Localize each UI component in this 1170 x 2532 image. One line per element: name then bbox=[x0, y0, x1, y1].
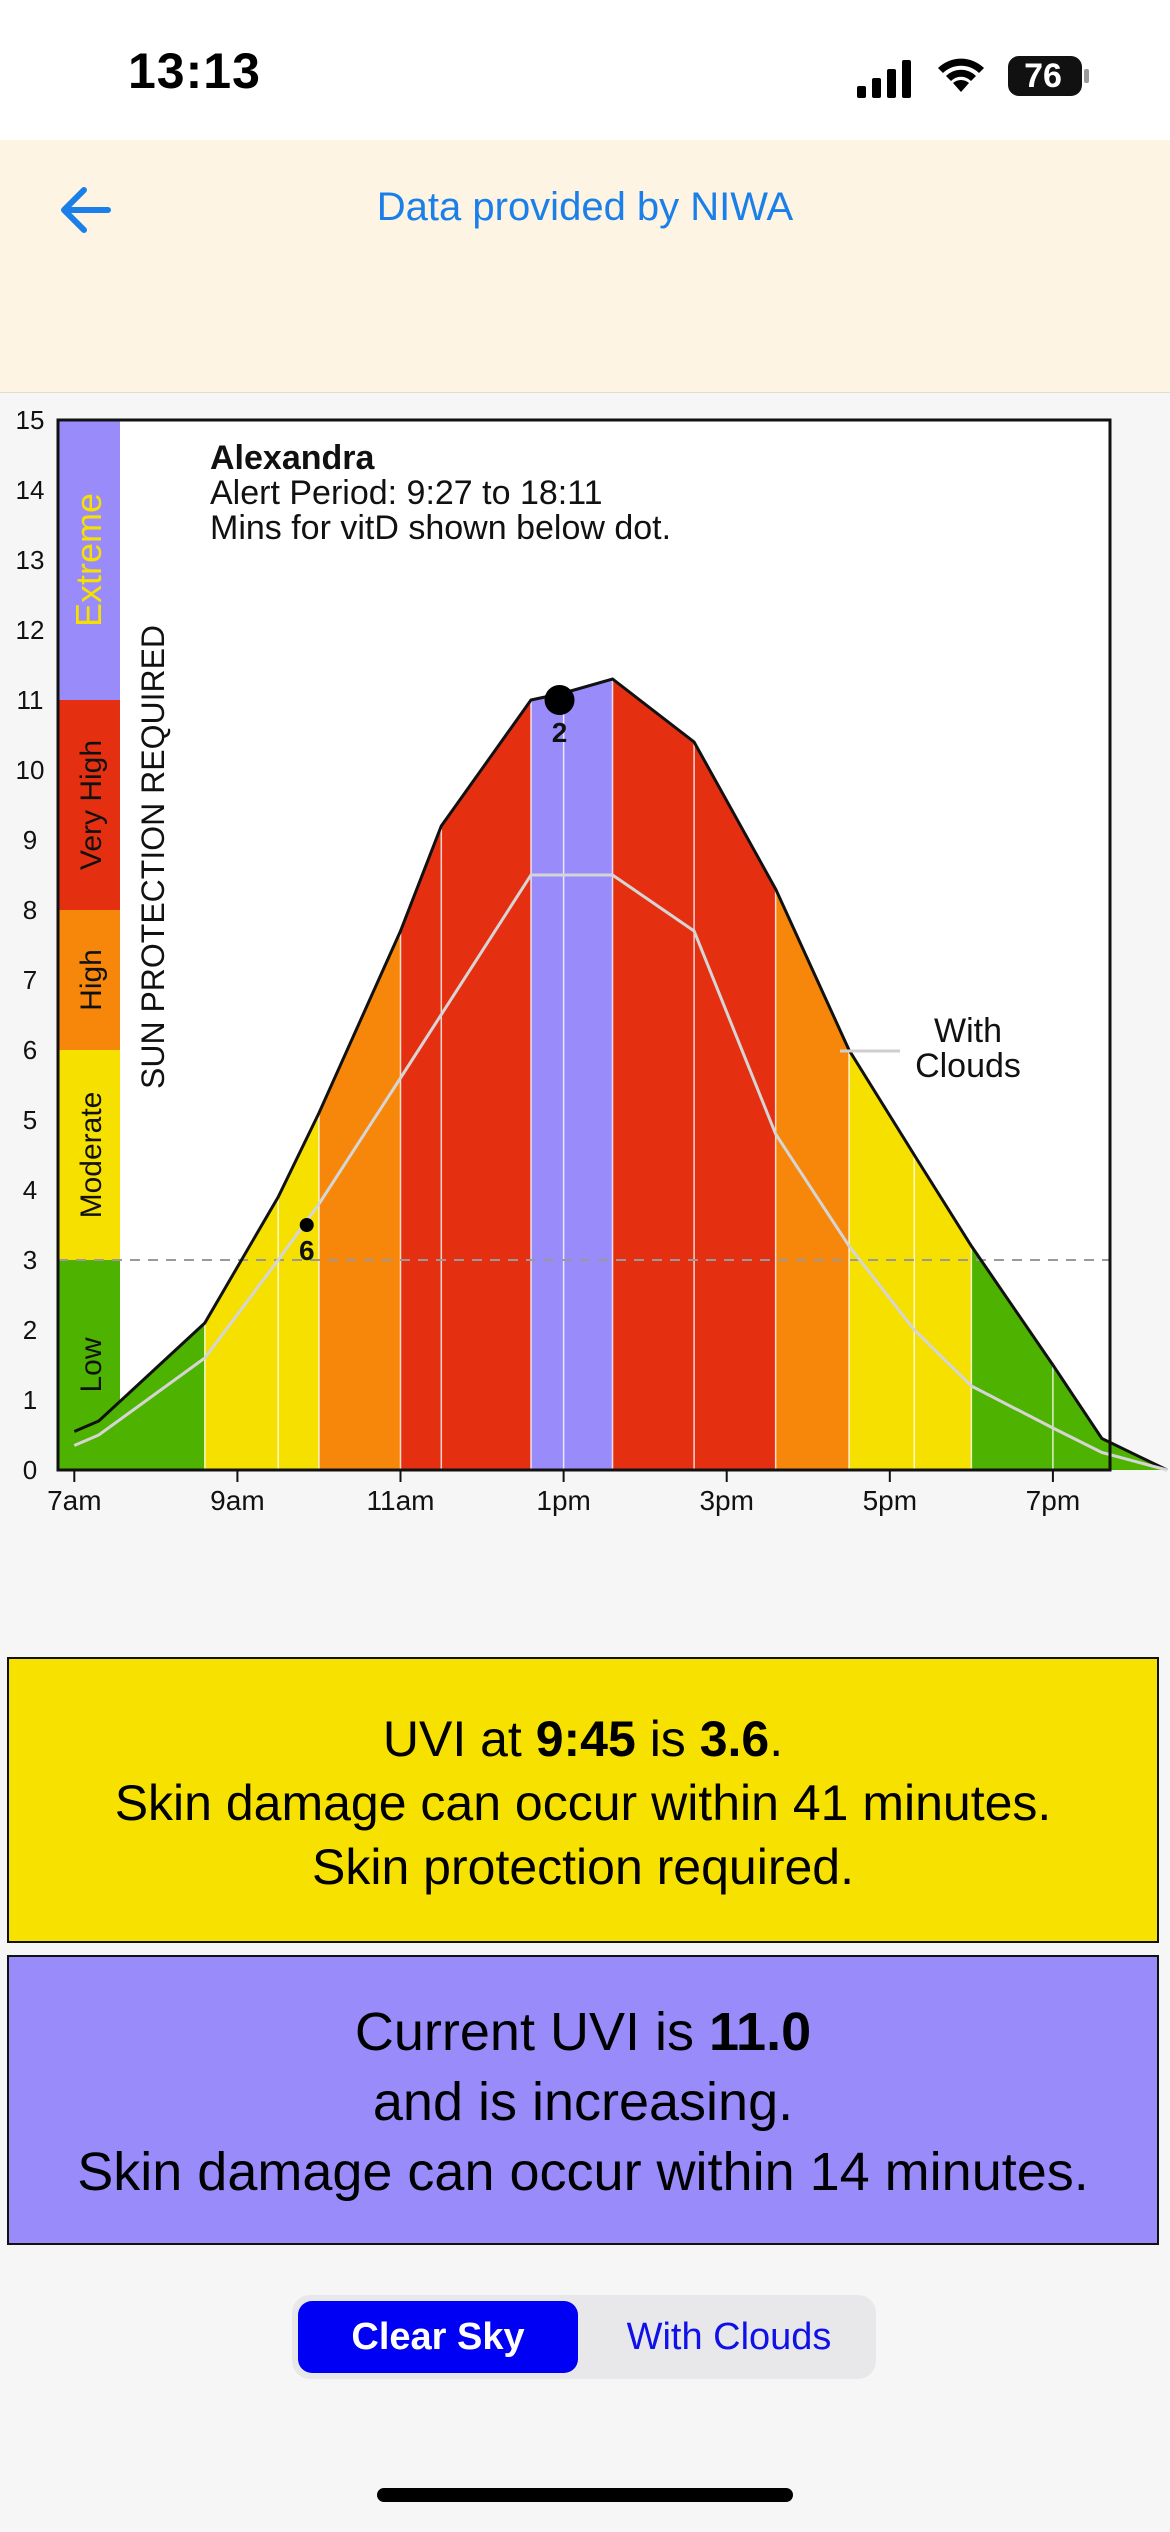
uv-band-label: Very High bbox=[75, 740, 108, 870]
uv-area-segment bbox=[612, 679, 695, 1470]
clear-sky-segment[interactable]: Clear Sky bbox=[298, 2301, 578, 2373]
exposure-line-2: Skin damage can occur within 41 minutes. bbox=[114, 1775, 1052, 1831]
vitd-marker-label: 6 bbox=[299, 1235, 315, 1266]
status-time: 13:13 bbox=[128, 43, 261, 99]
current-line-1: Current UVI is 11.0 bbox=[9, 1997, 1157, 2067]
x-tick-label: 5pm bbox=[863, 1485, 917, 1516]
nav-bar: Data provided by NIWA bbox=[0, 140, 1170, 393]
uv-area-segment bbox=[530, 679, 565, 1470]
y-tick-label: 15 bbox=[16, 405, 45, 435]
uv-band-extreme bbox=[58, 420, 120, 700]
vitd-marker-dot bbox=[544, 685, 575, 715]
alert-period: Alert Period: 9:27 to 18:11 bbox=[210, 474, 603, 512]
plot-frame bbox=[56, 418, 1112, 1472]
y-tick-label: 10 bbox=[16, 755, 45, 785]
y-tick-label: 0 bbox=[23, 1455, 37, 1485]
exposure-line-1: UVI at 9:45 is 3.6. bbox=[9, 1707, 1157, 1771]
current-line-3: Skin damage can occur within 14 minutes. bbox=[77, 2142, 1089, 2202]
x-tick-label: 1pm bbox=[536, 1485, 590, 1516]
uv-band-legend: Low Moderate High Very High Extreme bbox=[58, 420, 120, 1470]
uv-band-low bbox=[58, 1260, 120, 1470]
battery-icon bbox=[1008, 56, 1089, 96]
x-tick-label: 3pm bbox=[699, 1485, 753, 1516]
wifi-icon bbox=[938, 58, 984, 92]
home-indicator[interactable] bbox=[377, 2488, 793, 2502]
x-tick-label: 7pm bbox=[1026, 1485, 1080, 1516]
with-clouds-segment[interactable]: With Clouds bbox=[626, 2316, 832, 2358]
current-prefix: Current UVI is bbox=[354, 2002, 709, 2062]
vitd-marker-dot bbox=[299, 1218, 314, 1232]
y-tick-label: 13 bbox=[16, 545, 45, 575]
with-clouds-label-1: With bbox=[934, 1012, 1002, 1050]
y-tick-label: 2 bbox=[23, 1315, 37, 1345]
exposure-prefix: UVI at bbox=[382, 1711, 536, 1767]
exposure-uvi: 3.6 bbox=[699, 1711, 770, 1767]
current-line-2: and is increasing. bbox=[372, 2072, 794, 2132]
status-bar: 13:13 76 bbox=[0, 0, 1170, 140]
exposure-mid: is bbox=[635, 1711, 700, 1767]
page-title: Data provided by NIWA bbox=[376, 185, 794, 229]
uv-area-segment bbox=[441, 679, 532, 1470]
exposure-line-3: Skin protection required. bbox=[312, 1839, 854, 1895]
cellular-signal-icon bbox=[857, 60, 911, 98]
vitd-marker-label: 2 bbox=[552, 717, 568, 748]
uv-area-segment bbox=[563, 679, 614, 1470]
sun-protection-label: SUN PROTECTION REQUIRED bbox=[135, 625, 171, 1089]
x-tick-label: 7am bbox=[47, 1485, 101, 1516]
vitd-note: Mins for vitD shown below dot. bbox=[210, 509, 671, 547]
uv-band-label: Moderate bbox=[75, 1092, 108, 1219]
exposure-time: 9:45 bbox=[535, 1711, 636, 1767]
uv-band-label: High bbox=[75, 949, 108, 1011]
uv-band-very-high bbox=[58, 700, 120, 910]
y-tick-label: 8 bbox=[23, 895, 37, 925]
uv-band-high bbox=[58, 910, 120, 1050]
current-uvi-panel: Current UVI is 11.0 and is increasing. S… bbox=[7, 1955, 1159, 2245]
y-tick-label: 11 bbox=[17, 685, 44, 715]
location-name: Alexandra bbox=[210, 439, 375, 477]
uv-area-segment bbox=[1101, 679, 1168, 1470]
exposure-panel: UVI at 9:45 is 3.6. Skin damage can occu… bbox=[7, 1657, 1159, 1943]
y-tick-label: 1 bbox=[23, 1385, 37, 1415]
y-tick-label: 6 bbox=[23, 1035, 37, 1065]
y-tick-label: 14 bbox=[16, 475, 45, 505]
x-axis: 7am 9am 11am 1pm 3pm 5pm 7pm bbox=[47, 1470, 1080, 1516]
exposure-suffix: . bbox=[769, 1711, 784, 1767]
uv-band-label: Extreme bbox=[68, 493, 109, 627]
y-tick-label: 7 bbox=[23, 965, 37, 995]
x-tick-label: 11am bbox=[367, 1485, 435, 1516]
sky-mode-segmented-control: Clear Sky With Clouds bbox=[292, 2295, 876, 2379]
clear-sky-outline bbox=[73, 677, 1168, 1472]
with-clouds-line bbox=[73, 873, 1168, 1472]
uv-band-moderate bbox=[58, 1050, 120, 1260]
uv-band-label: Low bbox=[75, 1337, 108, 1392]
y-tick-label: 4 bbox=[23, 1175, 37, 1205]
battery-level: 76 bbox=[1024, 57, 1062, 95]
current-uvi-value: 11.0 bbox=[708, 2002, 812, 2062]
back-arrow-icon[interactable] bbox=[50, 175, 120, 245]
with-clouds-label-2: Clouds bbox=[915, 1047, 1021, 1085]
y-tick-label: 9 bbox=[23, 825, 37, 855]
y-tick-label: 12 bbox=[16, 615, 45, 645]
y-tick-label: 3 bbox=[23, 1245, 37, 1275]
y-tick-label: 5 bbox=[23, 1105, 37, 1135]
vitd-markers: 62 bbox=[299, 685, 575, 1266]
x-tick-label: 9am bbox=[210, 1485, 264, 1516]
